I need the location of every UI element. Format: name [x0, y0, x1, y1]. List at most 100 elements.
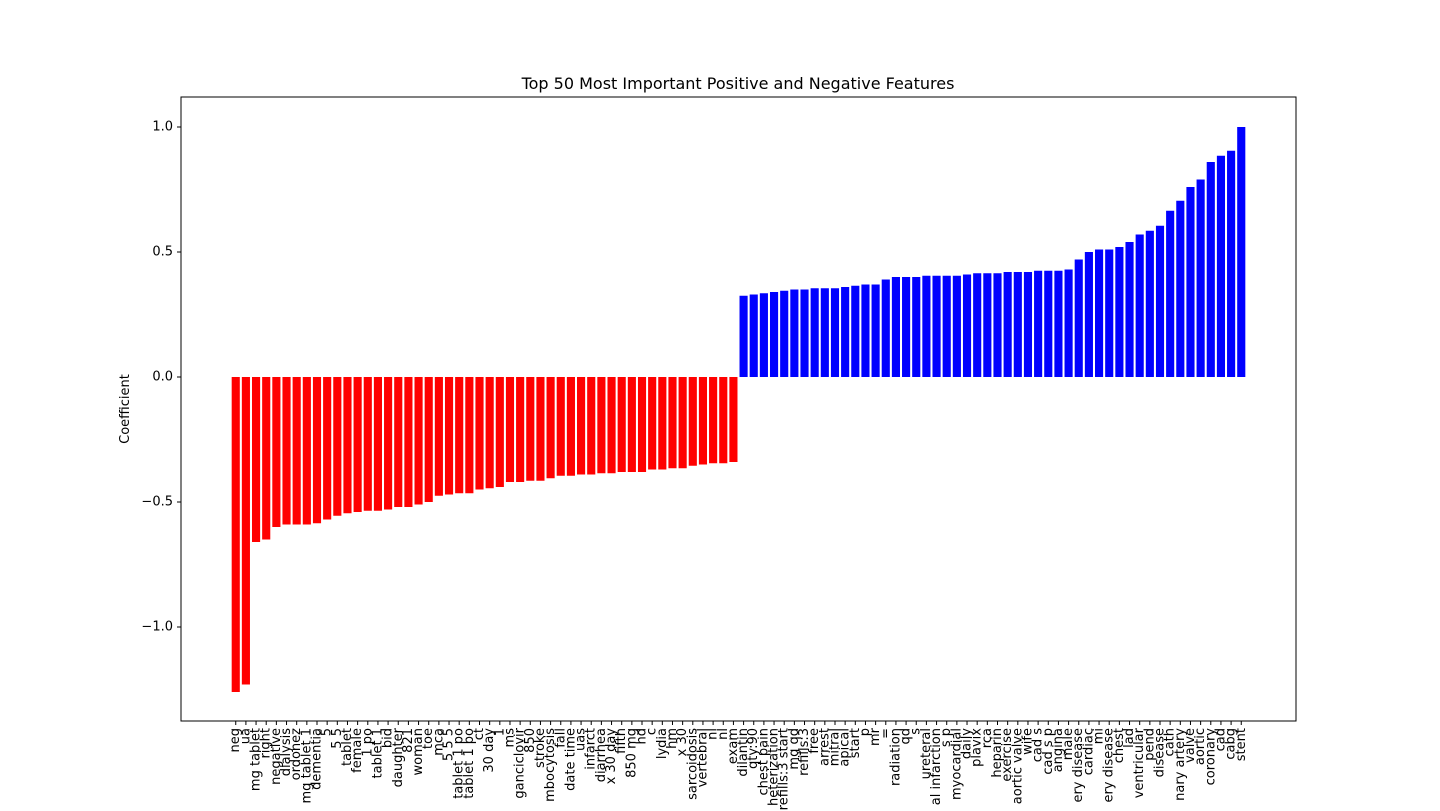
- bar: [1044, 270, 1053, 377]
- bar: [800, 289, 809, 377]
- bar: [729, 377, 738, 462]
- x-tick-label: male: [1061, 728, 1076, 760]
- x-tick-label: cabg: [1224, 728, 1239, 760]
- bar: [1064, 269, 1073, 377]
- x-tick-label: infarct: [584, 728, 599, 770]
- bar: [668, 377, 677, 469]
- bar: [749, 294, 758, 377]
- bar: [942, 275, 951, 377]
- x-tick-label: wife: [1020, 728, 1035, 755]
- x-tick-label: fall: [553, 728, 568, 748]
- bar: [1166, 210, 1175, 377]
- bar: [891, 277, 900, 377]
- bar: [1023, 272, 1033, 377]
- x-tick-label: vertebral: [695, 728, 710, 787]
- x-tick-label: mbocytosis: [543, 728, 558, 802]
- x-tick-label: mitral: [827, 728, 842, 766]
- x-tick-label: nary artery: [1173, 728, 1188, 801]
- x-tick-label: ery disease: [1102, 728, 1117, 803]
- x-tick-label: mi: [1092, 728, 1107, 744]
- x-tick-label: dilantin: [736, 728, 751, 777]
- x-tick-label: tablet 1 po: [452, 728, 467, 799]
- x-tick-label: chest pain: [756, 728, 771, 795]
- bar: [272, 377, 281, 527]
- bar: [830, 288, 840, 377]
- x-tick-label: arrest: [817, 728, 832, 766]
- bar: [851, 285, 860, 377]
- x-tick-label: mg tablet: [249, 728, 264, 791]
- x-tick-label: s: [909, 728, 924, 735]
- x-tick-label: ct: [472, 728, 487, 740]
- bar: [414, 377, 423, 505]
- bar: [810, 288, 819, 377]
- x-tick-label: valve: [1183, 728, 1198, 763]
- bar: [384, 377, 393, 510]
- bar: [658, 377, 667, 470]
- x-tick-label: angina: [1051, 728, 1066, 772]
- x-tick-label: negative: [269, 728, 284, 785]
- x-tick-label: ventricular: [1132, 727, 1147, 798]
- bar: [637, 377, 647, 472]
- x-tick-label: cath: [1163, 728, 1178, 756]
- x-tick-label: tablet: [340, 728, 355, 766]
- bar: [577, 377, 586, 475]
- bar: [1013, 272, 1022, 377]
- x-tick-label: cad: [1213, 728, 1228, 751]
- x-tick-label: x 30: [675, 728, 690, 756]
- bar: [485, 377, 494, 489]
- bar: [363, 377, 372, 511]
- bar: [993, 273, 1002, 377]
- x-tick-label: 850 mg: [624, 728, 639, 778]
- x-tick-label: heparin: [990, 728, 1005, 778]
- x-tick-label: woman: [411, 728, 426, 775]
- chart-title: Top 50 Most Important Positive and Negat…: [521, 74, 955, 93]
- x-tick-label: coronary: [1203, 728, 1218, 786]
- bar: [302, 377, 311, 525]
- plot-frame: [180, 96, 1297, 722]
- bar: [505, 377, 515, 482]
- x-tick-label: cad s: [1031, 728, 1046, 762]
- bar: [333, 377, 342, 516]
- bar: [475, 377, 484, 490]
- bar: [312, 377, 322, 524]
- x-tick-label: aortic valve: [1010, 728, 1025, 804]
- bar: [790, 289, 799, 377]
- bar: [820, 288, 829, 377]
- bar: [404, 377, 413, 507]
- bar: [566, 377, 575, 476]
- bar: [780, 290, 789, 377]
- bar: [902, 277, 911, 377]
- bar: [1216, 155, 1226, 377]
- bar: [1003, 272, 1012, 377]
- bar: [394, 377, 403, 507]
- bar: [1237, 127, 1246, 377]
- bar: [841, 287, 850, 377]
- x-tick-label: 1 po: [360, 728, 375, 757]
- x-tick-label: mca: [431, 728, 446, 756]
- x-tick-label: heterization: [767, 728, 782, 806]
- bar: [983, 273, 992, 377]
- bar: [373, 377, 383, 511]
- x-tick-label: hd: [635, 728, 650, 745]
- bar: [1186, 187, 1195, 377]
- bar: [343, 377, 352, 514]
- x-tick-label: ganciclovir: [513, 727, 528, 798]
- x-tick-label: p: [858, 728, 873, 736]
- x-tick-label: s p: [939, 728, 954, 747]
- y-tick-label: 1.0: [152, 120, 173, 135]
- x-tick-label: hm: [665, 728, 680, 749]
- bar: [932, 275, 941, 377]
- bar: [952, 275, 961, 377]
- x-tick-label: plavix: [970, 728, 985, 767]
- bar: [262, 377, 271, 540]
- bar: [688, 377, 697, 466]
- bar: [739, 295, 748, 377]
- x-tick-label: tablet 1 po: [462, 728, 477, 799]
- bar: [516, 377, 525, 482]
- bar: [617, 377, 626, 472]
- x-tick-label: start: [848, 728, 863, 758]
- x-tick-label: date time: [563, 728, 578, 791]
- bar: [1135, 234, 1144, 377]
- x-tick-label: dialysis: [279, 728, 294, 777]
- bar: [323, 377, 332, 520]
